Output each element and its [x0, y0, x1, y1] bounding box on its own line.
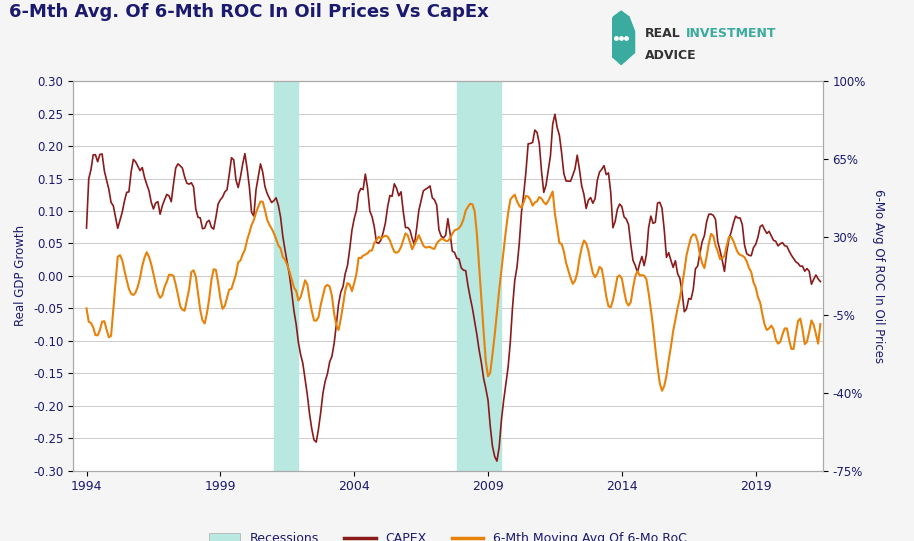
Text: 6-Mth Avg. Of 6-Mth ROC In Oil Prices Vs CapEx: 6-Mth Avg. Of 6-Mth ROC In Oil Prices Vs… [9, 3, 489, 21]
Bar [274, 81, 299, 471]
Y-axis label: 6-Mo Avg Of ROC In Oil Prices: 6-Mo Avg Of ROC In Oil Prices [872, 189, 885, 363]
Text: REAL: REAL [644, 27, 680, 40]
Y-axis label: Real GDP Growth: Real GDP Growth [15, 226, 27, 326]
Legend: Recessions, CAPEX, 6-Mth Moving Avg Of 6-Mo RoC: Recessions, CAPEX, 6-Mth Moving Avg Of 6… [204, 527, 692, 541]
Text: INVESTMENT: INVESTMENT [686, 27, 776, 40]
Text: ADVICE: ADVICE [644, 49, 696, 62]
Polygon shape [607, 10, 636, 66]
Bar [457, 81, 502, 471]
